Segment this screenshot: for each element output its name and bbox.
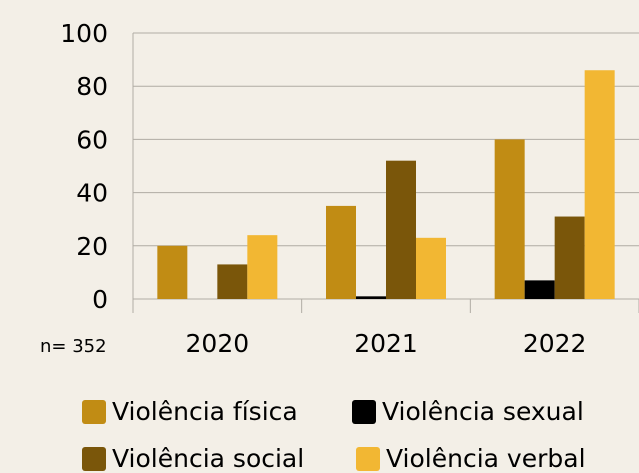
sample-size-note: n= 352 <box>40 336 107 357</box>
y-tick-label: 40 <box>76 179 108 208</box>
y-tick-label: 60 <box>76 125 108 154</box>
bar <box>356 296 386 299</box>
x-axis: 2020 2021 2022 <box>132 299 639 358</box>
bar <box>217 264 248 299</box>
bar <box>247 235 278 299</box>
y-axis-ticks: 0 20 40 60 80 100 <box>60 19 108 314</box>
bar <box>554 216 585 299</box>
y-tick-label: 80 <box>76 72 108 101</box>
bar <box>584 70 615 300</box>
bar <box>494 139 525 299</box>
y-tick-label: 100 <box>60 19 108 48</box>
bar <box>524 280 555 299</box>
x-tick-label: 2022 <box>523 329 587 358</box>
bar <box>386 160 416 299</box>
bar <box>326 205 356 299</box>
bar <box>416 237 446 299</box>
y-tick-label: 20 <box>76 232 108 261</box>
bar <box>157 245 188 299</box>
bars <box>157 70 615 300</box>
x-tick-label: 2020 <box>186 329 250 358</box>
x-tick-label: 2021 <box>354 329 418 358</box>
y-tick-label: 0 <box>92 285 108 314</box>
